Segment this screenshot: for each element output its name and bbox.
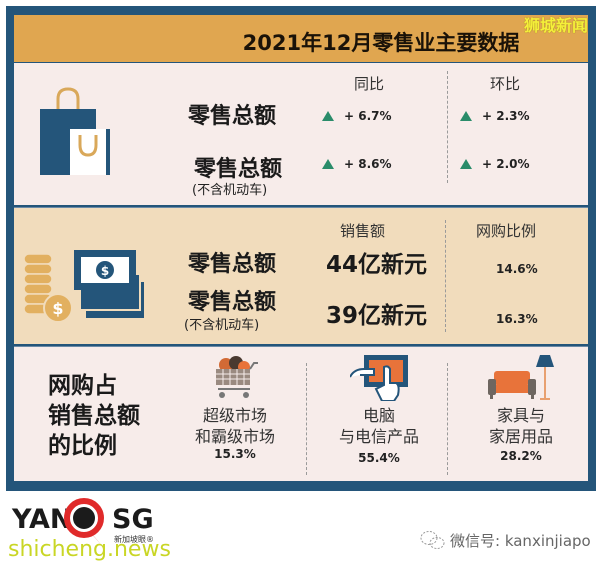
yansg-logo-right: SG: [112, 504, 154, 535]
col-header-mom: 环比: [490, 75, 521, 93]
sofa-lamp-icon: [488, 355, 554, 400]
row-label: 零售总额: [194, 157, 283, 182]
column-divider: [447, 363, 448, 475]
row-label: 零售总额: [188, 252, 277, 277]
up-arrow-icon: [322, 159, 334, 169]
logo-text-right: SG: [112, 504, 154, 535]
up-arrow-icon: [322, 111, 334, 121]
category-label: 电脑: [362, 406, 395, 425]
online-share-value: 14.6%: [496, 262, 538, 276]
title-bar: 2021年12月零售业主要数据: [14, 15, 588, 62]
wechat-icon: [420, 531, 445, 549]
mom-value: + 2.0%: [482, 157, 530, 171]
sales-value: 39亿新元: [326, 303, 428, 329]
column-divider: [306, 363, 307, 475]
category-label: 家具与: [496, 406, 545, 425]
svg-text:$: $: [101, 264, 109, 278]
category-label: 和霸级市场: [194, 427, 275, 446]
tablet-touch-icon: [350, 355, 408, 401]
yansg-logo: YAN: [12, 504, 72, 535]
shopping-bags-icon: [40, 87, 110, 175]
category-label: 与电信产品: [338, 427, 419, 446]
logo-text-left: YAN: [12, 504, 73, 535]
online-share-value: 16.3%: [496, 312, 538, 326]
wechat-id: 微信号: kanxinjiapo: [450, 532, 591, 550]
col-header-sales: 销售额: [340, 222, 386, 240]
category-label: 超级市场: [202, 406, 267, 425]
site-link[interactable]: shicheng.news: [8, 537, 171, 562]
section-sales: $ $ 销售额 网购比例 零售总额 44亿新元 14.6% 零售总额 (不含机动…: [14, 207, 588, 344]
row-sublabel: (不含机动车): [192, 183, 268, 198]
up-arrow-icon: [460, 159, 472, 169]
logo-subtitle: 新加坡眼®: [114, 535, 154, 544]
column-divider: [447, 71, 448, 183]
shopping-cart-icon: [216, 356, 258, 398]
category-value: 28.2%: [500, 449, 542, 463]
logo-pin-icon: [64, 498, 104, 548]
category-supermarket: 超级市场 和霸级市场 15.3%: [180, 355, 290, 461]
section-growth: 同比 环比 零售总额 + 6.7% + 2.3% 零售总额 (不含机动车) + …: [14, 63, 588, 205]
title-line: 网购占: [48, 373, 117, 399]
row-label: 零售总额: [188, 104, 277, 129]
title-line: 销售总额: [48, 403, 140, 429]
section-title: 网购占 销售总额 的比例: [48, 371, 140, 461]
col-header-online-share: 网购比例: [476, 222, 537, 240]
category-furniture: 家具与 家居用品 28.2%: [462, 355, 580, 463]
section-online-share: 网购占 销售总额 的比例 超级市场 和霸级市场 15.3% 电脑 与: [14, 346, 588, 481]
col-header-yoy: 同比: [354, 75, 385, 93]
watermark: 狮城新闻: [523, 16, 588, 35]
yoy-value: + 6.7%: [344, 109, 392, 123]
up-arrow-icon: [460, 111, 472, 121]
row-sublabel: (不含机动车): [184, 318, 260, 333]
category-value: 15.3%: [214, 447, 256, 461]
row-label: 零售总额: [188, 290, 277, 315]
money-icon: $ $: [24, 250, 144, 323]
column-divider: [445, 220, 446, 332]
page-title: 2021年12月零售业主要数据: [242, 31, 520, 55]
mom-value: + 2.3%: [482, 109, 530, 123]
svg-text:$: $: [52, 299, 63, 318]
category-value: 55.4%: [358, 451, 400, 465]
sales-value: 44亿新元: [326, 252, 428, 278]
title-line: 的比例: [48, 433, 117, 459]
yoy-value: + 8.6%: [344, 157, 392, 171]
category-electronics: 电脑 与电信产品 55.4%: [320, 355, 438, 465]
category-label: 家居用品: [488, 427, 553, 446]
